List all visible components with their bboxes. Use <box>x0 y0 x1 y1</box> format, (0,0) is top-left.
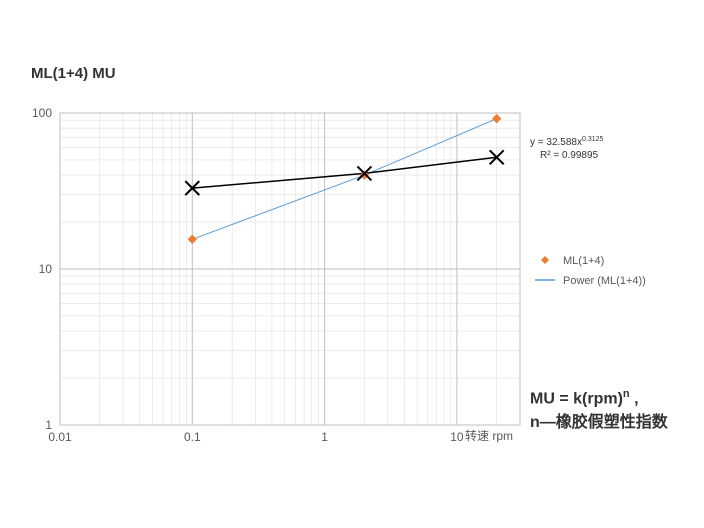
y-tick-labels: 1 10 100 <box>32 106 52 432</box>
svg-text:10: 10 <box>450 430 464 444</box>
x-axis-label: 转速 rpm <box>465 428 513 443</box>
formula-tail: , <box>630 390 639 407</box>
formula-annotation: MU = k(rpm)n , n—橡胶假塑性指数 <box>530 388 668 432</box>
trendline-equation: y = 32.588x0.3125 R² = 0.99895 <box>530 136 604 161</box>
svg-text:Power (ML(1+4)): Power (ML(1+4)) <box>563 275 646 287</box>
svg-text:0.01: 0.01 <box>48 430 72 444</box>
svg-text:y = 32.588x0.3125: y = 32.588x0.3125 <box>530 136 604 148</box>
svg-text:100: 100 <box>32 106 52 120</box>
formula-note: n—橡胶假塑性指数 <box>530 408 668 432</box>
svg-text:1: 1 <box>45 418 52 432</box>
chart-canvas: 0.01 0.1 1 10 1 10 100 转速 rpm y = 32.588x0.31… <box>0 0 704 528</box>
x-tick-labels: 0.01 0.1 1 10 <box>48 430 464 444</box>
svg-text:ML(1+4): ML(1+4) <box>563 255 604 267</box>
legend: ML(1+4) Power (ML(1+4)) <box>535 255 646 287</box>
svg-text:1: 1 <box>321 430 328 444</box>
formula-text: MU = k(rpm) <box>530 390 623 407</box>
svg-text:R² = 0.99895: R² = 0.99895 <box>540 150 599 161</box>
formula-exp: n <box>623 388 630 400</box>
svg-text:0.1: 0.1 <box>184 430 201 444</box>
grid <box>60 113 520 425</box>
svg-text:10: 10 <box>39 262 53 276</box>
